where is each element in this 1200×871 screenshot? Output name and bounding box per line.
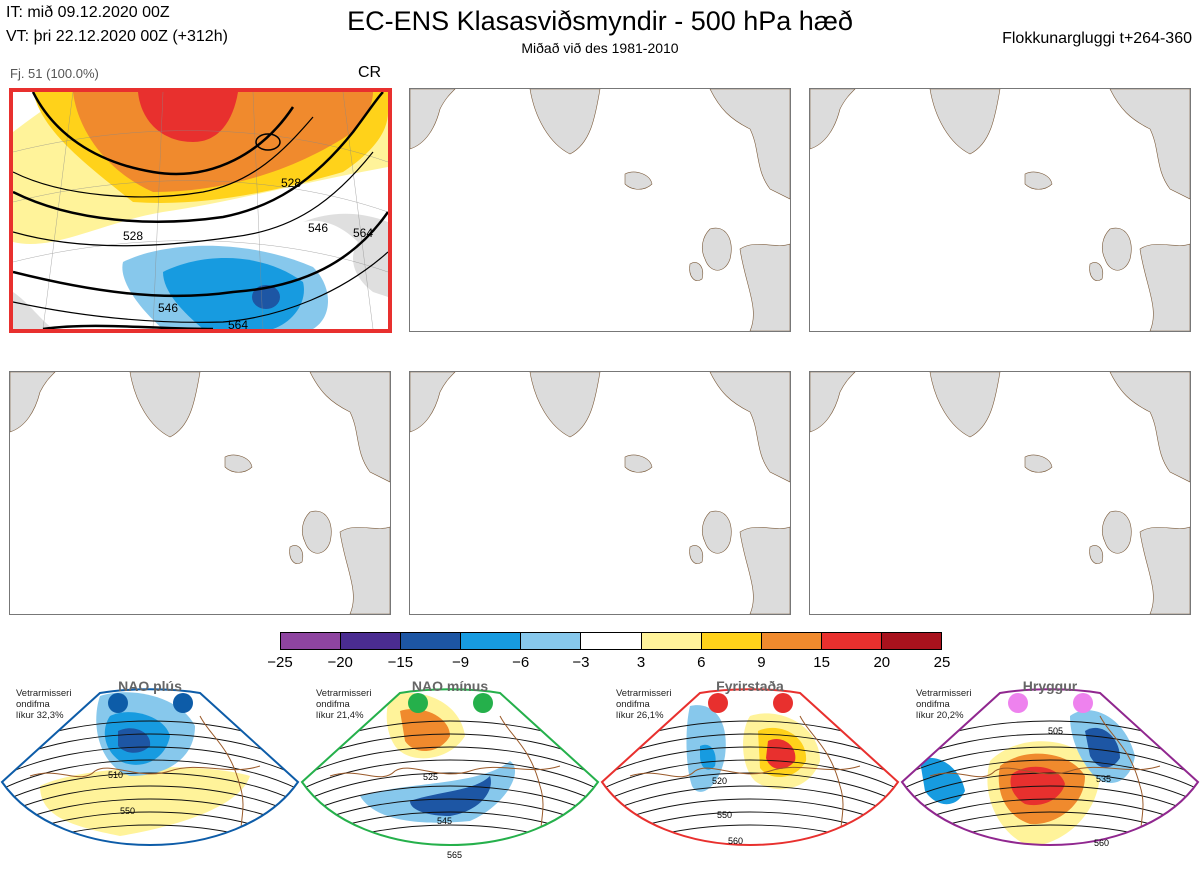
regime-name: NAO plús bbox=[118, 678, 182, 694]
colorbar-tick-label: −9 bbox=[451, 654, 470, 671]
regime-code-label: CR bbox=[358, 64, 382, 81]
regime-name: NAO mínus bbox=[411, 678, 489, 694]
colorbar-segment bbox=[341, 633, 402, 649]
basemap-svg bbox=[10, 372, 390, 614]
regime-contour-label: 510 bbox=[108, 770, 123, 780]
colorbar-tick-label: 9 bbox=[757, 654, 766, 671]
regime-blocking[interactable]: 520 550 560 Fyrirstaða Vetrarmisseri ondifma l… bbox=[600, 676, 900, 871]
empty-map-panel[interactable] bbox=[9, 371, 391, 615]
basemap-svg bbox=[810, 372, 1190, 614]
colorbar-segment bbox=[761, 633, 822, 649]
cluster-map-svg: 528 528 546 564 564 546 bbox=[13, 92, 388, 329]
anomaly-colorbar bbox=[280, 632, 942, 650]
colorbar-tick-label: −6 bbox=[512, 654, 530, 671]
colorbar-tick-label: −25 bbox=[267, 654, 293, 671]
colorbar-tick-label: 15 bbox=[813, 654, 830, 671]
basemap-svg bbox=[410, 372, 790, 614]
regime-info-line: Vetrarmisseri bbox=[616, 688, 672, 699]
contour-label: 546 bbox=[308, 221, 328, 235]
contour-label: 564 bbox=[353, 226, 373, 240]
colorbar-segment bbox=[521, 633, 582, 649]
page-subtitle: Miðað við des 1981-2010 bbox=[521, 40, 679, 56]
regime-info-line: ondifma bbox=[316, 699, 350, 710]
colorbar-tick-label: −15 bbox=[387, 654, 414, 671]
cluster-map-panel[interactable]: 528 528 546 564 564 546 bbox=[9, 88, 392, 333]
colorbar-segment bbox=[581, 633, 642, 649]
member-count-label: Fj. 51 (100.0%) bbox=[10, 66, 99, 81]
regime-info: Vetrarmisseri ondifma líkur 21,4% bbox=[316, 688, 371, 721]
regime-ridge[interactable]: 505 535 560 Hryggur Vetrarmisseri ondifma líku… bbox=[900, 676, 1200, 871]
regime-contour-label: 505 bbox=[1048, 726, 1063, 736]
contour-label: 564 bbox=[228, 318, 248, 329]
regime-contour-label: 565 bbox=[447, 850, 462, 860]
colorbar-tick-label: −3 bbox=[572, 654, 590, 671]
classification-window: Flokkunargluggi t+264-360 bbox=[1002, 30, 1192, 47]
regime-info-line: líkur 26,1% bbox=[616, 710, 664, 721]
colorbar-segment bbox=[281, 633, 342, 649]
regime-name: Fyrirstaða bbox=[716, 678, 784, 694]
regime-contour-label: 550 bbox=[717, 810, 732, 820]
regime-info: Vetrarmisseri ondifma líkur 26,1% bbox=[616, 688, 671, 721]
colorbar-segment bbox=[461, 633, 522, 649]
regime-info-line: Vetrarmisseri bbox=[316, 688, 372, 699]
init-time: IT: mið 09.12.2020 00Z bbox=[6, 4, 170, 21]
regime-name: Hryggur bbox=[1022, 678, 1078, 694]
empty-map-panel[interactable] bbox=[409, 371, 791, 615]
colorbar-tick-label: −20 bbox=[327, 654, 353, 671]
colorbar-tick-label: 6 bbox=[697, 654, 706, 671]
regime-info: Vetrarmisseri ondifma líkur 32,3% bbox=[16, 688, 71, 721]
basemap-svg bbox=[410, 89, 790, 331]
regime-contour-label: 535 bbox=[1096, 774, 1111, 784]
colorbar-tick-label: 3 bbox=[636, 654, 646, 671]
contour-label: 528 bbox=[281, 176, 301, 190]
contour-label: 546 bbox=[158, 301, 178, 315]
colorbar-segment bbox=[821, 633, 882, 649]
empty-map-panel[interactable] bbox=[809, 88, 1191, 332]
regime-contour-label: 560 bbox=[728, 836, 743, 846]
regime-info-line: líkur 21,4% bbox=[316, 710, 364, 721]
regime-fan-map: 520 550 560 bbox=[600, 688, 900, 846]
regime-info-line: ondifma bbox=[916, 699, 950, 710]
regime-fan-map: 510 550 bbox=[0, 688, 300, 846]
regime-info-line: líkur 32,3% bbox=[16, 710, 64, 721]
regime-contour-label: 520 bbox=[712, 776, 727, 786]
regime-nao-plus[interactable]: 510 550 NAO plús Vetrarmisseri ondifma líkur … bbox=[0, 676, 300, 871]
regime-contour-label: 525 bbox=[423, 772, 438, 782]
regime-info: Vetrarmisseri ondifma líkur 20,2% bbox=[916, 688, 971, 721]
colorbar-segment bbox=[641, 633, 702, 649]
regime-contour-label: 545 bbox=[437, 816, 452, 826]
regime-fan-map: 505 535 560 bbox=[900, 688, 1200, 848]
colorbar-segment bbox=[881, 633, 942, 649]
regime-info-line: Vetrarmisseri bbox=[916, 688, 972, 699]
page-title: EC-ENS Klasasviðsmyndir - 500 hPa hæð bbox=[347, 6, 853, 36]
regime-info-line: líkur 20,2% bbox=[916, 710, 964, 721]
basemap-svg bbox=[810, 89, 1190, 331]
colorbar-tick-label: 20 bbox=[873, 654, 891, 671]
regime-info-line: ondifma bbox=[16, 699, 50, 710]
regime-fan-map: 525 545 565 bbox=[300, 688, 600, 860]
empty-map-panel[interactable] bbox=[809, 371, 1191, 615]
regime-info-line: ondifma bbox=[616, 699, 650, 710]
colorbar-segment bbox=[401, 633, 462, 649]
contour-label: 528 bbox=[123, 229, 143, 243]
regime-info-line: Vetrarmisseri bbox=[16, 688, 72, 699]
colorbar-segment bbox=[701, 633, 762, 649]
empty-map-panel[interactable] bbox=[409, 88, 791, 332]
valid-time: VT: þri 22.12.2020 00Z (+312h) bbox=[6, 28, 228, 45]
colorbar-tick-label: 25 bbox=[933, 654, 951, 671]
regime-contour-label: 550 bbox=[120, 806, 135, 816]
regime-contour-label: 560 bbox=[1094, 838, 1109, 848]
regime-nao-minus[interactable]: 525 545 565 NAO mínus Vetrarmisseri ondifma lí… bbox=[300, 676, 600, 871]
